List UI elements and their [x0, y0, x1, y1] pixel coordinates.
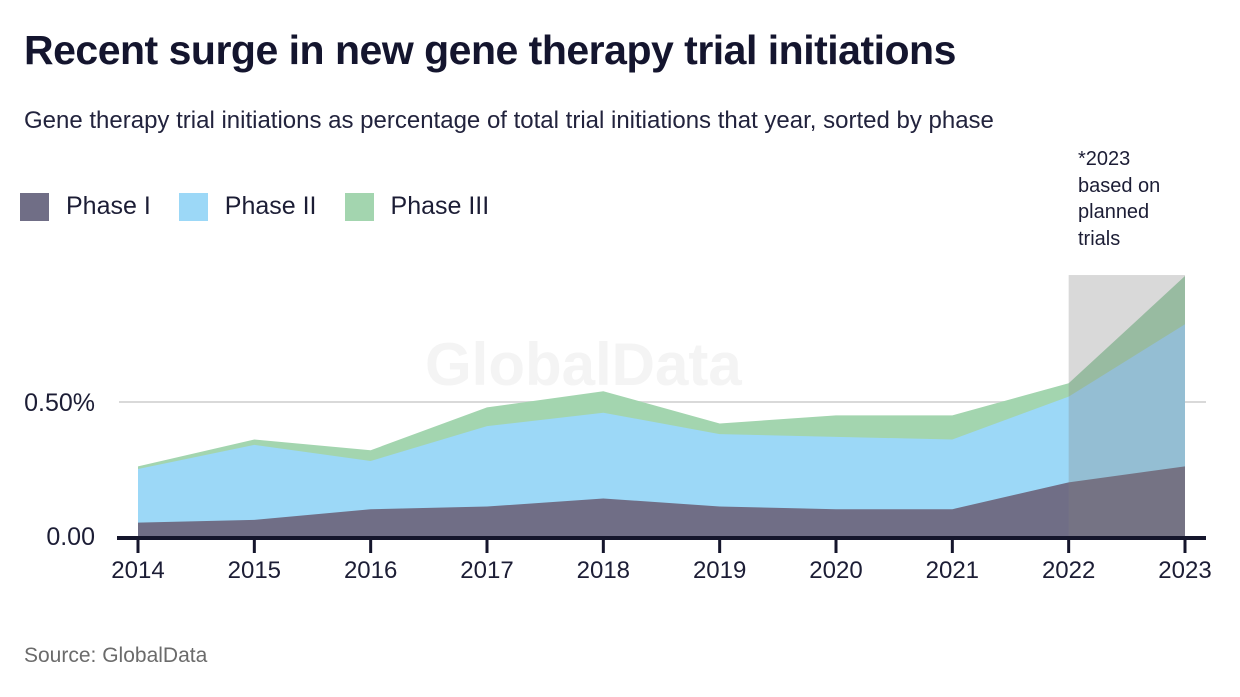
legend-label-phase-2: Phase II	[224, 192, 317, 220]
source-note: Source: GlobalData	[24, 644, 208, 667]
legend-label-phase-3: Phase III	[390, 192, 490, 220]
highlight-band-planned-2023	[1068, 275, 1185, 536]
area-phase-ii	[138, 324, 1185, 536]
area-phase-i	[138, 466, 1185, 536]
y-axis-label-000: 0.00	[46, 523, 95, 551]
phase-2-swatch	[178, 192, 208, 221]
legend: Phase I Phase II Phase III	[20, 192, 489, 221]
planned-trials-annotation: *2023 based on planned trials	[1078, 146, 1208, 252]
legend-item-phase-1: Phase I	[20, 192, 151, 221]
annotation-line: planned	[1078, 201, 1150, 223]
annotation-line: *2023	[1078, 148, 1131, 170]
legend-item-phase-2: Phase II	[178, 192, 317, 221]
page-title: Recent surge in new gene therapy trial i…	[24, 27, 956, 73]
phase-3-swatch	[344, 192, 374, 221]
legend-item-phase-3: Phase III	[344, 192, 490, 221]
phase-1-swatch	[20, 192, 49, 221]
legend-label-phase-1: Phase I	[66, 192, 151, 220]
y-axis-label-050: 0.50%	[24, 389, 95, 417]
chart-subtitle: Gene therapy trial initiations as percen…	[24, 107, 994, 134]
globaldata-watermark: GlobalData	[425, 331, 742, 398]
annotation-line: trials	[1078, 227, 1121, 250]
annotation-line: based on	[1078, 174, 1161, 197]
